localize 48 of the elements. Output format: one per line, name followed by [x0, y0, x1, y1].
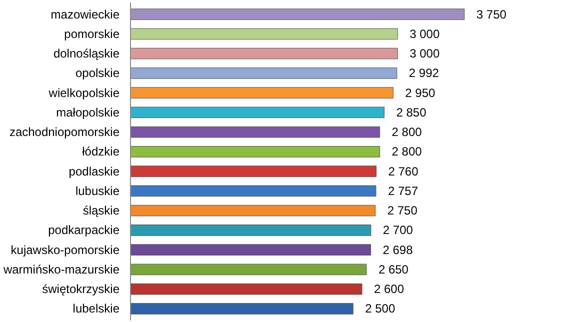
data-label: 2 760 [388, 164, 419, 178]
data-label: 2 800 [392, 125, 422, 140]
data-label: 2 757 [388, 184, 418, 198]
bar [130, 8, 465, 20]
bar [130, 264, 367, 276]
y-tick-label: lubuskie [75, 184, 120, 198]
bar [130, 106, 385, 118]
data-label: 3 750 [476, 7, 507, 22]
bar [130, 166, 376, 177]
bar [130, 68, 398, 79]
bar [130, 126, 380, 138]
data-label: 2 500 [365, 302, 396, 316]
bar [130, 146, 380, 158]
y-tick-label: warmińsko-mazurskie [2, 262, 120, 276]
data-label: 2 850 [396, 105, 427, 120]
data-label: 2 700 [382, 223, 414, 238]
y-tick-label: opolskie [75, 66, 120, 80]
y-tick-label: mazowieckie [50, 7, 120, 22]
data-label: 3 000 [410, 46, 440, 61]
y-tick-label: lubelskie [72, 302, 120, 316]
bar [130, 244, 371, 256]
y-tick-label: dolnośląskie [53, 46, 120, 61]
bar [130, 283, 362, 295]
bar [130, 28, 398, 40]
y-tick-label: łódzkie [82, 144, 120, 159]
y-tick-label: podkarpackie [48, 223, 120, 238]
y-tick-label: podlaskie [68, 164, 120, 178]
bar [130, 185, 376, 197]
y-tick-label: kujawsko-pomorskie [10, 242, 120, 257]
y-tick-label: wielkopolskie [48, 86, 120, 100]
data-label: 2 750 [387, 204, 418, 218]
y-tick-label: świętokrzyskie [42, 282, 120, 296]
data-label: 3 000 [410, 26, 440, 41]
y-tick-label: pomorskie [64, 26, 120, 41]
bar [130, 87, 394, 98]
bar [130, 48, 398, 60]
y-tick-label: małopolskie [56, 105, 120, 120]
data-label: 2 992 [408, 66, 440, 80]
y-tick-label: śląskie [82, 204, 120, 218]
data-label: 2 698 [382, 242, 414, 257]
data-label: 2 650 [378, 262, 409, 276]
data-label: 2 950 [405, 86, 436, 100]
data-label: 2 600 [374, 282, 404, 296]
bar [130, 303, 354, 314]
data-label: 2 800 [392, 144, 422, 159]
y-tick-label: zachodniopomorskie [9, 125, 120, 140]
bar [130, 224, 372, 236]
bar [130, 204, 376, 216]
